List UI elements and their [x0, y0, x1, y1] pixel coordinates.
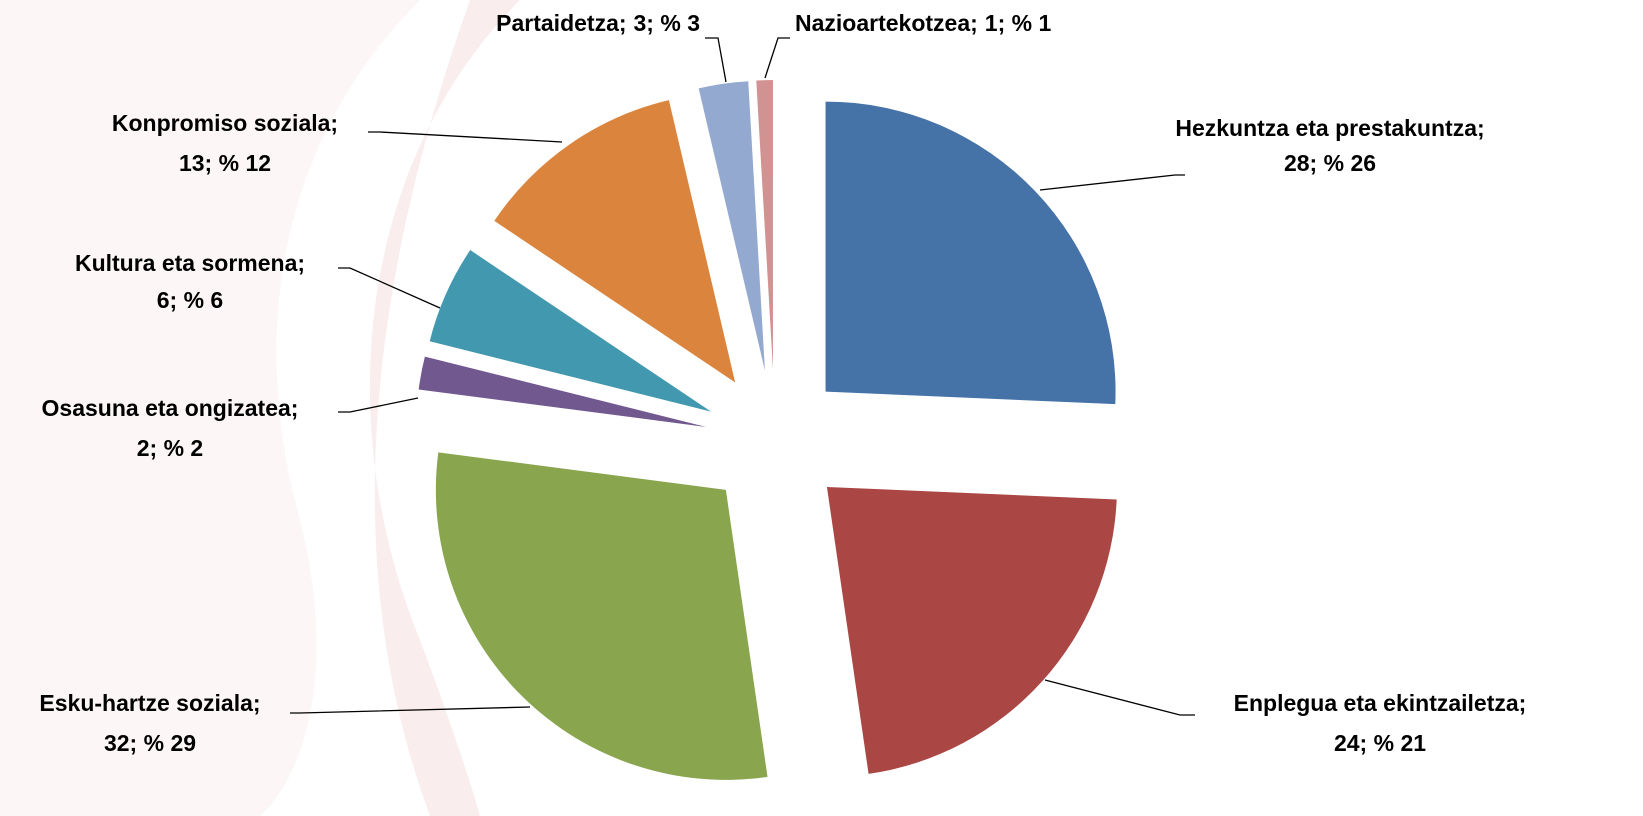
leader-line — [1044, 679, 1195, 716]
data-label: Kultura eta sormena; 6; % 6 — [75, 250, 305, 313]
pie-slice — [435, 452, 768, 780]
label-category: Kultura eta sormena; — [75, 250, 305, 276]
leader-line — [764, 37, 790, 79]
pie-slice — [825, 101, 1116, 405]
label-category: Enplegua eta ekintzailetza; — [1234, 690, 1527, 716]
label-value: 28; % 26 — [1284, 150, 1376, 176]
data-label: Nazioartekotzea; 1; % 1 — [795, 10, 1051, 36]
label-value: 24; % 21 — [1334, 730, 1426, 756]
label-value: 2; % 2 — [137, 435, 203, 461]
pie-slice — [826, 486, 1117, 774]
label-value: 3; % 3 — [634, 10, 700, 36]
label-value: 1; % 1 — [985, 10, 1052, 36]
pie-slice — [494, 100, 736, 383]
leader-line — [1039, 174, 1185, 191]
data-label: Hezkuntza eta prestakuntza; 28; % 26 — [1175, 115, 1484, 176]
data-label: Partaidetza; 3; % 3 — [496, 10, 700, 36]
pie-slice — [698, 81, 765, 371]
label-category: Esku-hartze soziala; — [39, 690, 260, 716]
pie-slice — [429, 250, 712, 412]
leader-line — [705, 37, 727, 83]
label-category: Partaidetza; — [496, 10, 626, 36]
leader-line — [338, 397, 419, 413]
label-value: 6; % 6 — [157, 287, 223, 313]
leader-line — [368, 131, 563, 143]
label-category: Nazioartekotzea; — [795, 10, 978, 36]
label-value: 32; % 29 — [104, 730, 196, 756]
data-label: Enplegua eta ekintzailetza; 24; % 21 — [1234, 690, 1527, 756]
label-category: Konpromiso soziala; — [112, 110, 338, 136]
pie-slice — [756, 80, 773, 371]
leader-line — [290, 706, 531, 714]
background-decoration — [0, 0, 520, 816]
label-category: Osasuna eta ongizatea; — [42, 395, 299, 421]
label-value: 13; % 12 — [179, 150, 271, 176]
data-label: Konpromiso soziala; 13; % 12 — [112, 110, 338, 176]
leader-line — [338, 267, 441, 309]
data-label: Esku-hartze soziala; 32; % 29 — [39, 690, 260, 756]
data-label: Osasuna eta ongizatea; 2; % 2 — [42, 395, 299, 461]
pie-slice — [418, 356, 707, 427]
label-category: Hezkuntza eta prestakuntza; — [1175, 115, 1484, 141]
